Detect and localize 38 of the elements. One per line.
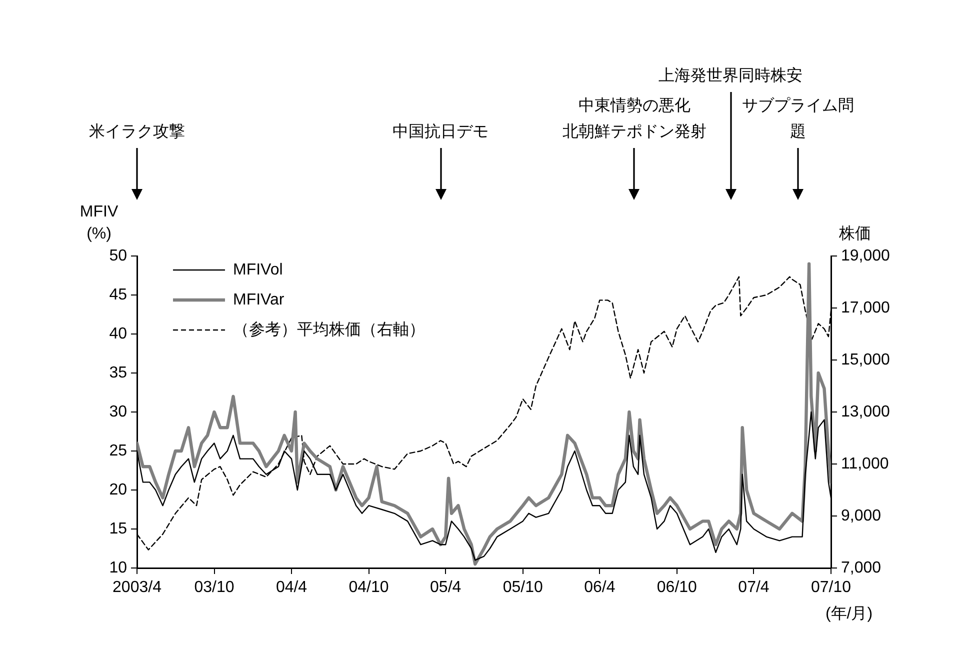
y2-tick-label: 9,000	[841, 507, 882, 524]
y-tick-label: 25	[109, 442, 128, 460]
x-tick-label: 06/10	[656, 579, 698, 596]
y-axis-title: MFIV (%)	[80, 203, 118, 242]
y2-axis-title: 株価	[838, 224, 871, 242]
y-tick-label: 20	[109, 481, 128, 498]
y-tick-label: 10	[109, 559, 128, 576]
y-tick-label: 15	[109, 520, 128, 538]
text: 上海発世界同時株安	[658, 66, 803, 84]
x-tick-label: 06/4	[584, 579, 616, 596]
y-tick-label: 40	[109, 325, 128, 342]
y-tick-label: 35	[109, 364, 128, 382]
legend-label: MFIVar	[233, 291, 285, 308]
y-tick-label: 30	[109, 403, 128, 420]
x-tick-label: 04/4	[276, 579, 308, 596]
y-tick-label: 45	[109, 286, 128, 304]
y2-tick-label: 11,000	[841, 455, 889, 472]
x-tick-label: 07/10	[810, 579, 852, 596]
text: 中国抗日デモ	[392, 122, 489, 140]
text: サブプライム問題	[742, 96, 854, 140]
x-tick-label: 07/4	[738, 579, 770, 596]
y2-tick-label: 17,000	[841, 299, 890, 316]
x-tick-label: 04/10	[348, 579, 389, 596]
x-axis-title: (年/月)	[825, 605, 873, 622]
x-tick-label: 2003/4	[112, 579, 162, 596]
x-tick-label: 03/10	[194, 579, 234, 596]
x-tick-label: 05/4	[430, 579, 462, 596]
legend-label: MFIVol	[233, 261, 283, 278]
y2-tick-label: 13,000	[841, 403, 890, 420]
legend-label: （参考）平均株価（右軸）	[233, 320, 425, 338]
y-tick-label: 50	[109, 247, 128, 264]
text: 米イラク攻撃	[89, 122, 185, 140]
y2-tick-label: 19,000	[841, 247, 890, 264]
y2-tick-label: 7,000	[841, 559, 882, 576]
text: 中東情勢の悪化	[578, 96, 690, 114]
x-tick-label: 05/10	[502, 579, 543, 596]
y2-tick-label: 15,000	[841, 351, 890, 368]
text: 北朝鮮テポドン発射	[562, 122, 706, 140]
